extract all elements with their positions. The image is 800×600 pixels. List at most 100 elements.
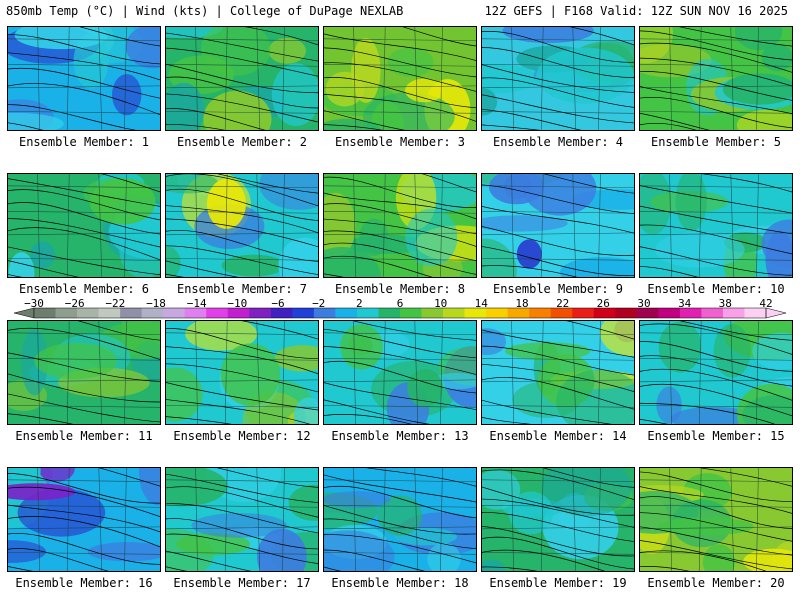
ensemble-member-map xyxy=(7,173,161,278)
temperature-field-map xyxy=(166,321,318,424)
ensemble-member-label: Ensemble Member: 8 xyxy=(334,282,466,296)
ensemble-member-label: Ensemble Member: 1 xyxy=(18,135,150,149)
colorbar-tick-label: 2 xyxy=(355,297,363,310)
ensemble-member-map xyxy=(481,26,635,131)
colorbar-tick-label: 38 xyxy=(718,297,732,310)
temperature-field-map xyxy=(166,468,318,571)
ensemble-member-label: Ensemble Member: 19 xyxy=(489,576,627,590)
temperature-field-map xyxy=(8,27,160,130)
ensemble-member-map xyxy=(481,320,635,425)
colorbar-tick-label: −6 xyxy=(271,297,285,310)
temperature-field-map xyxy=(8,321,160,424)
ensemble-member-label: Ensemble Member: 9 xyxy=(492,282,624,296)
colorbar-swatch xyxy=(701,308,724,318)
colorbar-tick-label: 42 xyxy=(759,297,773,310)
ensemble-member-map xyxy=(481,467,635,572)
colorbar-swatch xyxy=(400,308,422,318)
header-valid-time: 12Z GEFS | F168 Valid: 12Z SUN NOV 16 20… xyxy=(484,4,788,18)
ensemble-member-label: Ensemble Member: 17 xyxy=(173,576,311,590)
ensemble-member-map xyxy=(7,320,161,425)
temperature-field-map xyxy=(482,321,634,424)
colorbar-swatch xyxy=(550,308,573,318)
temperature-field-map xyxy=(482,27,634,130)
colorbar-tick-label: 30 xyxy=(637,297,651,310)
colorbar-swatch xyxy=(507,308,530,318)
colorbar-tick-label: 18 xyxy=(515,297,529,310)
colorbar-swatch xyxy=(722,308,745,318)
colorbar-swatch xyxy=(206,308,229,318)
colorbar-swatch xyxy=(486,308,508,318)
colorbar-swatch xyxy=(249,308,272,318)
colorbar-swatch xyxy=(378,308,401,318)
colorbar-tick-label: −30 xyxy=(24,297,44,310)
ensemble-member-map xyxy=(639,173,793,278)
temperature-field-map xyxy=(8,174,160,277)
temperature-field-map xyxy=(324,174,476,277)
ensemble-member-map xyxy=(323,26,477,131)
colorbar-swatch xyxy=(141,308,164,318)
colorbar-tick-label: 14 xyxy=(474,297,488,310)
temperature-field-map xyxy=(324,468,476,571)
colorbar-tick-label: −2 xyxy=(312,297,326,310)
ensemble-member-label: Ensemble Member: 6 xyxy=(18,282,150,296)
temperature-field-map xyxy=(640,174,792,277)
colorbar-swatch xyxy=(572,308,595,318)
colorbar-swatch xyxy=(593,308,616,318)
colorbar-swatch xyxy=(529,308,552,318)
colorbar-tick-label: −18 xyxy=(146,297,166,310)
colorbar-swatch xyxy=(292,308,315,318)
colorbar-swatch xyxy=(636,308,659,318)
ensemble-member-map xyxy=(7,467,161,572)
ensemble-member-map xyxy=(481,173,635,278)
ensemble-member-label: Ensemble Member: 12 xyxy=(173,429,311,443)
colorbar-tick-label: 34 xyxy=(678,297,692,310)
temperature-field-map xyxy=(324,27,476,130)
ensemble-member-label: Ensemble Member: 7 xyxy=(176,282,308,296)
colorbar-tick-label: −22 xyxy=(105,297,126,310)
temperature-field-map xyxy=(640,468,792,571)
ensemble-member-map xyxy=(639,467,793,572)
ensemble-member-map xyxy=(7,26,161,131)
ensemble-member-map xyxy=(639,26,793,131)
ensemble-member-map xyxy=(165,26,319,131)
ensemble-member-label: Ensemble Member: 15 xyxy=(647,429,785,443)
colorbar-swatch xyxy=(227,308,250,318)
ensemble-member-map xyxy=(323,320,477,425)
ensemble-member-map xyxy=(323,467,477,572)
colorbar-swatch xyxy=(77,308,99,318)
ensemble-member-label: Ensemble Member: 20 xyxy=(647,576,785,590)
colorbar-swatch xyxy=(421,308,444,318)
ensemble-member-label: Ensemble Member: 2 xyxy=(176,135,308,149)
colorbar-swatch xyxy=(55,308,78,318)
ensemble-member-label: Ensemble Member: 13 xyxy=(331,429,469,443)
colorbar-swatch xyxy=(744,308,767,318)
header-title: 850mb Temp (°C) | Wind (kts) | College o… xyxy=(6,4,404,18)
ensemble-member-label: Ensemble Member: 3 xyxy=(334,135,466,149)
colorbar-tick-label: 26 xyxy=(596,297,610,310)
ensemble-member-label: Ensemble Member: 5 xyxy=(650,135,782,149)
colorbar-tick-label: −14 xyxy=(186,297,207,310)
ensemble-member-map xyxy=(165,320,319,425)
temperature-field-map xyxy=(640,321,792,424)
ensemble-member-map xyxy=(639,320,793,425)
colorbar-swatch xyxy=(313,308,336,318)
ensemble-member-label: Ensemble Member: 18 xyxy=(331,576,469,590)
colorbar-swatch xyxy=(679,308,702,318)
ensemble-member-map xyxy=(323,173,477,278)
temperature-field-map xyxy=(640,27,792,130)
temperature-field-map xyxy=(166,27,318,130)
colorbar-swatch xyxy=(464,308,487,318)
colorbar-tick-label: 22 xyxy=(556,297,570,310)
colorbar-swatch xyxy=(98,308,121,318)
ensemble-member-label: Ensemble Member: 16 xyxy=(15,576,153,590)
ensemble-member-label: Ensemble Member: 14 xyxy=(489,429,627,443)
temperature-field-map xyxy=(166,174,318,277)
colorbar-swatch xyxy=(658,308,681,318)
temperature-field-map xyxy=(482,468,634,571)
colorbar-swatch xyxy=(335,308,358,318)
colorbar-swatch xyxy=(443,308,465,318)
colorbar-swatch xyxy=(615,308,638,318)
colorbar-swatch xyxy=(270,308,293,318)
colorbar-tick-label: −26 xyxy=(64,297,85,310)
colorbar-swatch xyxy=(34,308,56,318)
